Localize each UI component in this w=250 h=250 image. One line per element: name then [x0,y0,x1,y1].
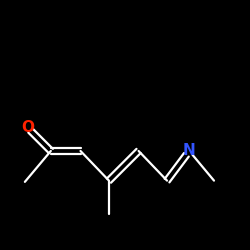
Text: O: O [21,120,34,135]
Text: N: N [183,144,196,158]
